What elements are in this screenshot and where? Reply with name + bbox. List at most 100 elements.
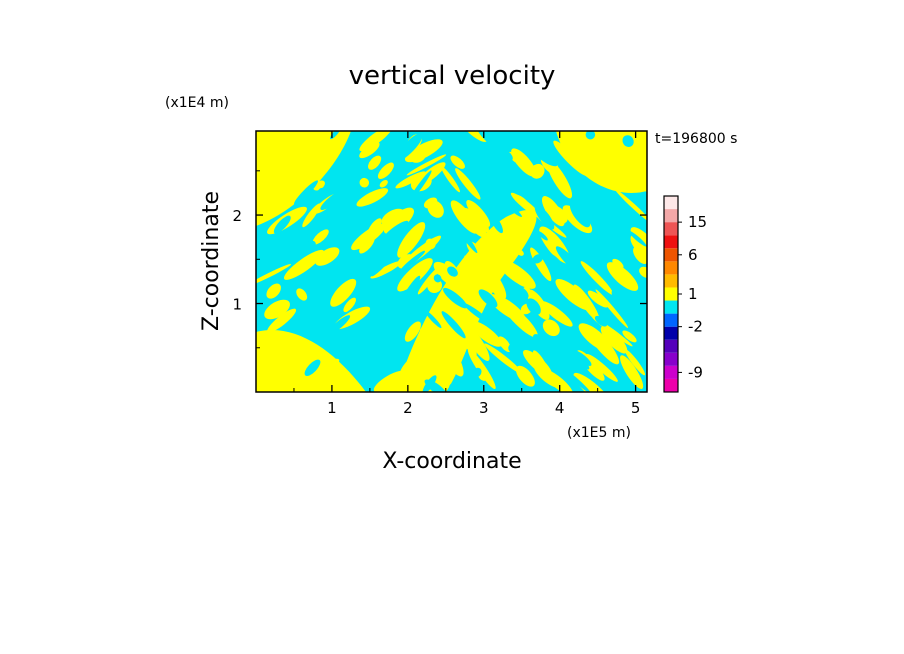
negative-streak <box>563 368 591 392</box>
positive-streak <box>294 339 305 351</box>
negative-streak <box>574 353 590 370</box>
positive-streak <box>279 383 294 392</box>
colorbar-label: 15 <box>688 213 707 231</box>
colorbar-level <box>664 326 678 340</box>
negative-streak <box>533 147 559 167</box>
negative-streak <box>534 204 555 230</box>
plot-frame <box>255 130 648 393</box>
positive-streak <box>606 262 639 291</box>
positive-streak <box>497 259 536 289</box>
negative-streak <box>492 191 522 217</box>
colorbar-level <box>664 378 678 392</box>
negative-streak <box>566 226 600 251</box>
negative-streak <box>536 230 548 241</box>
positive-streak <box>408 146 427 163</box>
positive-streak <box>417 266 441 295</box>
positive-streak <box>455 168 481 200</box>
negative-streak <box>330 131 341 140</box>
positive-streak <box>484 343 523 374</box>
colorbar: -9 -2 1 6 15 <box>663 195 707 393</box>
positive-streak <box>270 200 283 212</box>
positive-streak <box>359 177 370 188</box>
positive-streak <box>265 186 280 197</box>
colorbar-label: 1 <box>688 285 698 303</box>
negative-streak <box>508 343 518 354</box>
negative-streak <box>396 132 423 161</box>
positive-streak <box>467 348 496 390</box>
negative-streak <box>569 232 585 250</box>
positive-streak <box>399 357 416 378</box>
negative-streak <box>488 211 503 234</box>
negative-streak <box>441 311 466 339</box>
negative-streak <box>569 202 591 228</box>
positive-streak <box>633 142 647 159</box>
negative-streak <box>371 260 388 277</box>
positive-streak <box>422 342 448 371</box>
negative-streak <box>463 303 492 325</box>
y-axis-label: Z-coordinate <box>199 191 224 331</box>
negative-streak <box>628 230 647 247</box>
negative-streak <box>510 284 529 300</box>
colorbar-level <box>664 248 678 262</box>
negative-streak <box>278 245 286 256</box>
positive-streak <box>498 336 512 353</box>
positive-streak <box>612 258 624 269</box>
colorbar-level <box>664 222 678 236</box>
negative-streak <box>555 246 584 276</box>
positive-streak <box>330 278 357 307</box>
positive-streak <box>256 341 279 371</box>
colorbar-level <box>664 235 678 249</box>
negative-streak <box>585 131 596 140</box>
colorbar-level <box>664 196 678 210</box>
positive-streak <box>315 247 340 266</box>
positive-streak <box>441 166 461 193</box>
positive-streak <box>598 167 616 185</box>
positive-streak <box>488 294 526 322</box>
negative-streak <box>532 254 544 264</box>
positive-streak <box>510 192 542 219</box>
positive-streak <box>466 199 491 228</box>
positive-streak <box>395 171 426 189</box>
colorbar-label: -2 <box>688 318 703 336</box>
negative-streak <box>422 375 437 392</box>
positive-streak <box>586 353 618 382</box>
positive-streak <box>542 319 560 337</box>
positive-streak <box>379 179 388 188</box>
negative-streak <box>433 274 442 283</box>
positive-streak <box>600 326 628 354</box>
x-tick-label: 4 <box>555 399 565 417</box>
negative-streak <box>449 383 464 392</box>
positive-streak <box>555 278 592 311</box>
positive-streak <box>359 236 375 254</box>
positive-streak <box>603 148 628 182</box>
positive-streak <box>312 229 329 245</box>
positive-streak <box>626 157 646 185</box>
colorbar-level <box>664 300 678 314</box>
positive-streak <box>359 142 380 159</box>
colorbar-level <box>664 313 678 327</box>
colorbar-level <box>664 287 678 301</box>
negative-streak <box>454 222 478 254</box>
positive-streak <box>620 355 644 389</box>
negative-streak <box>490 150 506 171</box>
positive-streak <box>283 151 293 163</box>
y-scale-label: (x1E4 m) <box>165 95 229 111</box>
positive-streak <box>587 290 609 308</box>
positive-streak <box>575 144 594 162</box>
positive-streak <box>573 372 613 392</box>
colorbar-level <box>664 209 678 223</box>
negative-streak <box>447 266 458 277</box>
negative-streak <box>413 297 428 318</box>
negative-streak <box>317 187 329 199</box>
positive-streak <box>470 320 502 347</box>
positive-streak <box>547 160 573 199</box>
negative-streak <box>408 170 432 202</box>
positive-streak <box>639 266 647 278</box>
colorbar-label: 6 <box>688 246 698 264</box>
negative-streak <box>614 371 636 392</box>
positive-streak <box>370 261 402 279</box>
positive-streak <box>450 155 465 169</box>
y-tick-label: 2 <box>232 207 242 225</box>
y-tick-label: 1 <box>232 296 242 314</box>
colorbar-level <box>664 274 678 288</box>
